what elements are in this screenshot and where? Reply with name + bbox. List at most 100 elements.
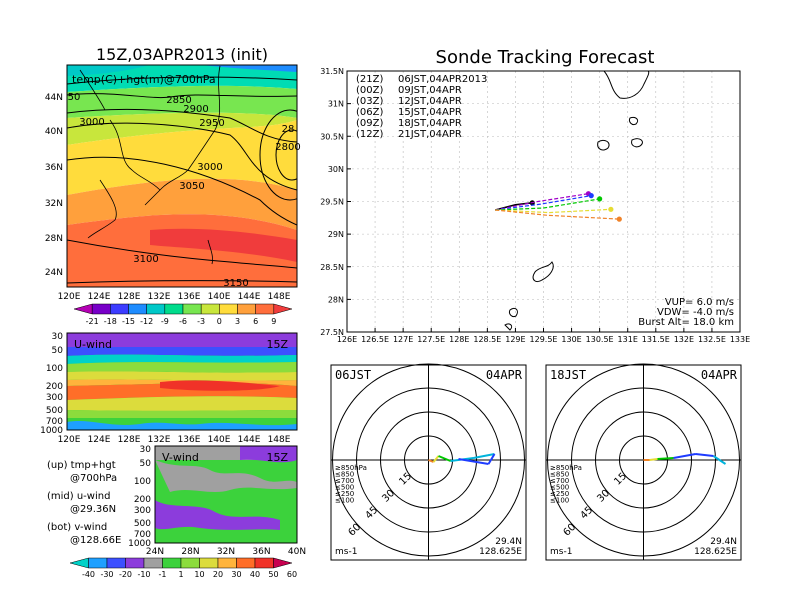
- pressure-legend: ≥850hPa: [550, 464, 582, 472]
- legend-code: (21Z): [356, 74, 383, 85]
- chart-title: Sonde Tracking Forecast: [436, 47, 655, 68]
- colorbar-tick: 9: [271, 317, 276, 326]
- vwind-section: [155, 446, 297, 543]
- param-text: VDW= -4.0 m/s: [657, 307, 734, 318]
- legend-code: (09Z): [356, 118, 383, 129]
- lon-label: 120E: [58, 292, 81, 302]
- x-tick-label: 126.5E: [361, 335, 389, 344]
- colorbar-swatch: [146, 303, 166, 315]
- lon-label: 124E: [88, 435, 111, 445]
- colorbar-swatch: [217, 557, 237, 569]
- colorbar-swatch: [254, 557, 274, 569]
- hodograph-segment: [432, 455, 440, 463]
- note-text: (mid) u-wind: [47, 491, 110, 502]
- colorbar-tick: 60: [287, 570, 297, 579]
- pressure-label: 1000: [40, 426, 63, 436]
- track-endpoint: [588, 193, 594, 199]
- temp-colorbar: -21 -18 -15 -12 -9 -6 -3 0 3 6 9: [73, 303, 293, 326]
- colorbar-swatch: [88, 557, 108, 569]
- y-tick-label: 30.5N: [320, 132, 344, 141]
- pressure-label: 30: [140, 445, 152, 455]
- legend-time: 06JST,04APR2013: [398, 74, 487, 85]
- colorbar-tick: 6: [253, 317, 258, 326]
- colorbar-swatch: [125, 557, 145, 569]
- param-text: VUP= 6.0 m/s: [665, 297, 734, 308]
- colorbar-swatch: [106, 557, 126, 569]
- pressure-label: 500: [134, 519, 151, 529]
- x-tick-label: 129.5E: [530, 335, 558, 344]
- contour-label: 2950: [199, 118, 224, 129]
- colorbar-swatch: [219, 303, 238, 315]
- pressure-legend: ≤250: [550, 490, 569, 498]
- colorbar-swatch: [200, 303, 220, 315]
- legend-time: 18JST,04APR: [398, 118, 462, 129]
- x-tick-label: 127.5E: [417, 335, 445, 344]
- vwind-lat-labels: 24N 28N 32N 36N 40N: [146, 547, 306, 557]
- hodograph-segment: [487, 453, 496, 465]
- pressure-label: 100: [134, 477, 151, 487]
- pressure-legend: ≤500: [550, 484, 569, 492]
- colorbar-tick: 40: [250, 570, 260, 579]
- lon-label: 132E: [148, 292, 171, 302]
- lon-label: 144E: [238, 292, 261, 302]
- lon-label: 124E: [88, 292, 111, 302]
- colorbar-tick: -40: [82, 570, 95, 579]
- pressure-label: 500: [46, 406, 63, 416]
- lat-label: 36N: [45, 163, 63, 173]
- track-coastlines: [504, 71, 650, 331]
- pressure-legend: ≤100: [335, 497, 354, 505]
- colorbar-swatch: [128, 303, 147, 315]
- polar-time: 18JST: [550, 368, 586, 382]
- lon-label: 128E: [118, 435, 141, 445]
- pressure-label: 200: [134, 495, 151, 505]
- y-tick-label: 27.5N: [320, 328, 344, 337]
- track-line: [495, 209, 620, 220]
- pressure-legend: ≤100: [550, 497, 569, 505]
- pressure-label: 100: [46, 364, 63, 374]
- x-tick-label: 131.5E: [642, 335, 670, 344]
- uwind-time: 15Z: [266, 338, 288, 351]
- lat-label: 24N: [146, 547, 164, 557]
- colorbar-tick: -20: [119, 570, 132, 579]
- colorbar-tick: -9: [161, 317, 169, 326]
- colorbar-tick: -12: [140, 317, 153, 326]
- y-tick-label: 29N: [328, 230, 344, 239]
- temp-map: [67, 65, 297, 287]
- legend-time: 21JST,04APR: [398, 129, 462, 140]
- vwind-label: V-wind: [162, 451, 199, 464]
- pressure-legend: ≤500: [335, 484, 354, 492]
- colorbar-tick: -30: [100, 570, 113, 579]
- y-tick-label: 29.5N: [320, 198, 344, 207]
- colorbar-swatch: [143, 557, 163, 569]
- x-tick-label: 130.5E: [586, 335, 614, 344]
- polar-lat: 29.4N: [710, 537, 737, 547]
- lat-label: 28N: [181, 547, 199, 557]
- polar-lon: 128.625E: [479, 547, 522, 557]
- vwind-time: 15Z: [266, 451, 288, 464]
- map-lat-labels: 44N 40N 36N 32N 28N 24N: [45, 93, 63, 278]
- note-text: (bot) v-wind: [47, 522, 107, 533]
- left-notes: (up) tmp+hgt @700hPa (mid) u-wind @29.36N (b…: [47, 460, 121, 546]
- contour-label: 2850: [166, 95, 191, 106]
- uwind-section: [67, 333, 297, 430]
- lat-label: 36N: [252, 547, 270, 557]
- contour-label: 3000: [79, 117, 104, 128]
- contour-label: 3050: [179, 181, 204, 192]
- y-tick-label: 28N: [328, 295, 344, 304]
- note-text: @128.66E: [70, 535, 121, 546]
- hodograph-segment: [673, 453, 696, 459]
- track-line: [495, 208, 611, 214]
- colorbar-swatch: [273, 557, 293, 569]
- colorbar-tick: -3: [197, 317, 205, 326]
- vwind-frame: [154, 445, 298, 544]
- polar-unit: ms-1: [335, 547, 357, 557]
- colorbar-swatch: [162, 557, 182, 569]
- lat-label: 28N: [45, 234, 63, 244]
- contour-label: 28: [282, 124, 295, 135]
- lat-label: 40N: [288, 547, 306, 557]
- pressure-label: 700: [134, 530, 151, 540]
- polar-lat: 29.4N: [495, 537, 522, 547]
- pressure-legend: ≤850: [550, 471, 569, 479]
